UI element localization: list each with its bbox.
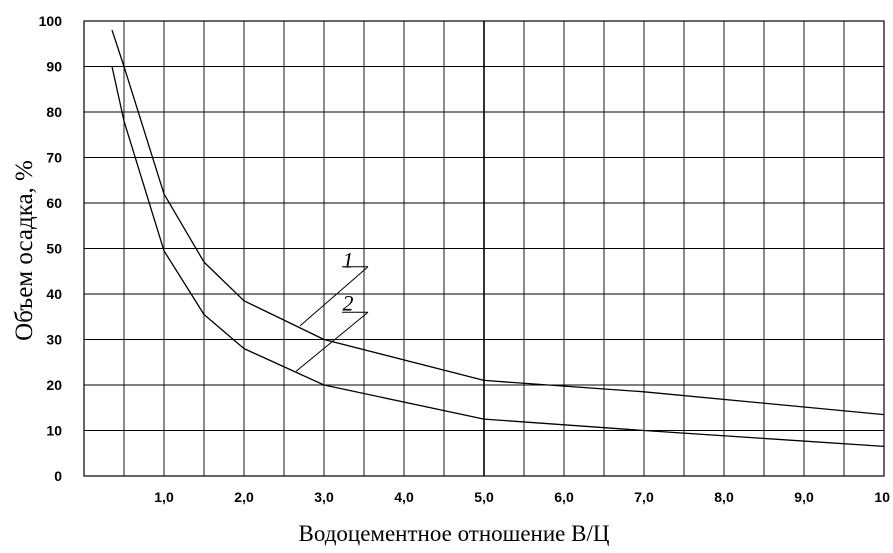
series-line-2 (111, 66, 885, 448)
curve-label-1: 1 (343, 247, 354, 272)
x-tick-label: 10 (874, 489, 890, 505)
x-tick-label: 4,0 (394, 489, 414, 505)
series-layer (111, 29, 885, 448)
y-axis-label: Объем осадка, % (11, 160, 38, 341)
y-tick-label: 20 (46, 377, 62, 393)
leader-line-1 (299, 266, 369, 327)
x-tick-label: 2,0 (234, 489, 254, 505)
x-tick-label: 5,0 (474, 489, 494, 505)
curve-label-2: 2 (343, 290, 354, 315)
x-tick-label: 6,0 (554, 489, 574, 505)
x-tick-label: 8,0 (714, 489, 734, 505)
x-tick-label: 1,0 (154, 489, 174, 505)
x-tick-labels: 1,0 2,0 3,0 4,0 5,0 6,0 7,0 8,0 9,0 10 (154, 489, 890, 505)
y-tick-label: 30 (46, 332, 62, 348)
y-tick-label: 70 (46, 150, 62, 166)
plot-frame (83, 20, 885, 477)
x-tick-label: 3,0 (314, 489, 334, 505)
grid (84, 21, 884, 476)
series-line-1 (111, 29, 885, 416)
x-tick-label: 9,0 (794, 489, 814, 505)
annotation-layer: 12 (295, 247, 369, 372)
leader-line-2 (295, 311, 369, 372)
y-tick-label: 90 (46, 59, 62, 75)
x-tick-label: 7,0 (634, 489, 654, 505)
y-tick-label: 60 (46, 195, 62, 211)
y-tick-labels: 0 10 20 30 40 50 60 70 80 90 100 (39, 13, 63, 484)
y-tick-label: 100 (39, 13, 63, 29)
y-tick-label: 50 (46, 241, 62, 257)
y-tick-label: 10 (46, 423, 62, 439)
x-axis-label: Водоцементное отношение В/Ц (299, 521, 610, 546)
y-tick-label: 40 (46, 286, 62, 302)
y-tick-label: 0 (54, 468, 62, 484)
y-tick-label: 80 (46, 104, 62, 120)
